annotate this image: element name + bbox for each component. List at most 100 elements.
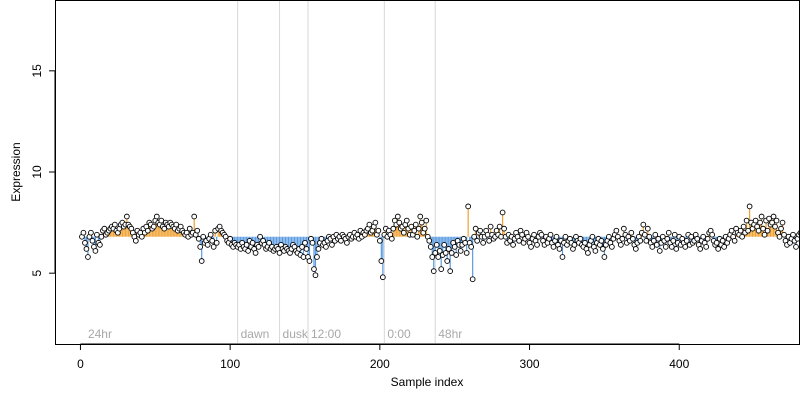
- data-point-452: [755, 227, 762, 234]
- data-point-292: [516, 237, 522, 244]
- data-point-78: [195, 235, 202, 242]
- data-point-3: [83, 246, 90, 252]
- x-axis: 0 100 200 300 400: [77, 343, 690, 371]
- data-point-237: [433, 241, 440, 248]
- data-point-30: [124, 213, 130, 220]
- data-point-147: [299, 244, 305, 250]
- data-point-48: [150, 223, 157, 230]
- data-point-249: [451, 244, 458, 250]
- data-point-319: [556, 246, 563, 252]
- data-point-7: [89, 237, 96, 244]
- data-point-230: [423, 217, 430, 224]
- data-point-110: [243, 241, 250, 248]
- data-point-341: [589, 233, 596, 240]
- data-point-464: [773, 217, 780, 224]
- data-point-235: [430, 268, 437, 275]
- data-point-440: [737, 227, 744, 234]
- data-point-116: [252, 250, 259, 256]
- data-point-261: [469, 276, 476, 283]
- x-tick-label-400: 400: [669, 357, 689, 371]
- x-axis-label: Sample index: [391, 375, 464, 389]
- data-point-244: [444, 258, 451, 264]
- data-point-281: [499, 209, 506, 216]
- data-point-294: [519, 231, 525, 238]
- data-point-262: [471, 233, 478, 240]
- data-point-86: [207, 231, 214, 238]
- data-point-343: [592, 248, 599, 254]
- data-point-323: [562, 233, 569, 240]
- data-point-425: [715, 246, 722, 252]
- data-point-149: [302, 239, 308, 246]
- data-point-367: [628, 229, 635, 236]
- data-point-257: [463, 250, 470, 256]
- data-point-22: [112, 221, 118, 228]
- data-point-421: [709, 231, 716, 238]
- x-tick-label-200: 200: [370, 357, 390, 371]
- data-point-50: [153, 213, 160, 220]
- data-point-317: [553, 233, 560, 240]
- data-point-384: [653, 241, 660, 248]
- data-point-453: [757, 219, 763, 226]
- data-point-77: [194, 227, 201, 234]
- data-point-208: [390, 225, 397, 232]
- data-point-455: [760, 225, 766, 232]
- data-point-132: [276, 250, 283, 256]
- data-point-79: [197, 244, 204, 250]
- data-point-268: [480, 239, 486, 246]
- data-point-407: [688, 233, 695, 240]
- data-point-155: [311, 266, 317, 272]
- data-point-240: [438, 266, 445, 272]
- data-point-411: [694, 235, 701, 242]
- data-point-227: [418, 219, 425, 226]
- data-point-375: [640, 221, 647, 228]
- data-point-160: [318, 235, 325, 242]
- data-point-396: [671, 231, 678, 238]
- data-point-347: [598, 237, 605, 244]
- data-point-215: [400, 229, 407, 236]
- y-axis: 5 10 15: [30, 64, 56, 277]
- data-point-13: [98, 233, 105, 240]
- data-point-404: [683, 237, 690, 244]
- data-point-81: [200, 233, 207, 240]
- data-point-192: [366, 221, 373, 228]
- data-point-424: [713, 239, 720, 246]
- data-point-442: [740, 223, 747, 230]
- data-point-417: [703, 244, 710, 250]
- data-point-392: [665, 229, 672, 236]
- data-point-413: [697, 246, 704, 252]
- data-point-304: [534, 241, 540, 248]
- data-point-223: [412, 221, 419, 228]
- data-point-379: [646, 233, 653, 240]
- data-point-157: [314, 254, 320, 260]
- data-point-163: [323, 244, 329, 250]
- data-point-298: [525, 233, 531, 240]
- data-point-376: [641, 231, 648, 238]
- data-point-445: [745, 227, 751, 234]
- data-point-338: [585, 250, 591, 256]
- data-point-394: [668, 244, 675, 250]
- data-point-211: [394, 213, 401, 220]
- data-point-63: [173, 221, 180, 228]
- data-point-260: [468, 244, 475, 250]
- data-point-386: [656, 248, 663, 254]
- data-points: [79, 203, 800, 283]
- data-point-167: [329, 241, 335, 248]
- data-point-415: [700, 233, 707, 240]
- data-point-4: [85, 254, 91, 260]
- data-point-434: [728, 227, 735, 234]
- data-point-88: [210, 244, 217, 250]
- y-tick-label-5: 5: [30, 270, 44, 277]
- data-point-250: [453, 252, 460, 258]
- data-point-264: [474, 237, 480, 244]
- data-point-383: [652, 231, 659, 238]
- data-point-200: [378, 258, 385, 264]
- data-point-272: [486, 237, 492, 244]
- data-point-444: [743, 217, 750, 224]
- marker-label-2: dusk: [283, 327, 309, 341]
- data-point-436: [731, 237, 738, 244]
- data-point-232: [426, 237, 433, 244]
- data-point-368: [629, 235, 636, 242]
- data-point-1: [80, 229, 87, 236]
- data-point-377: [643, 237, 650, 244]
